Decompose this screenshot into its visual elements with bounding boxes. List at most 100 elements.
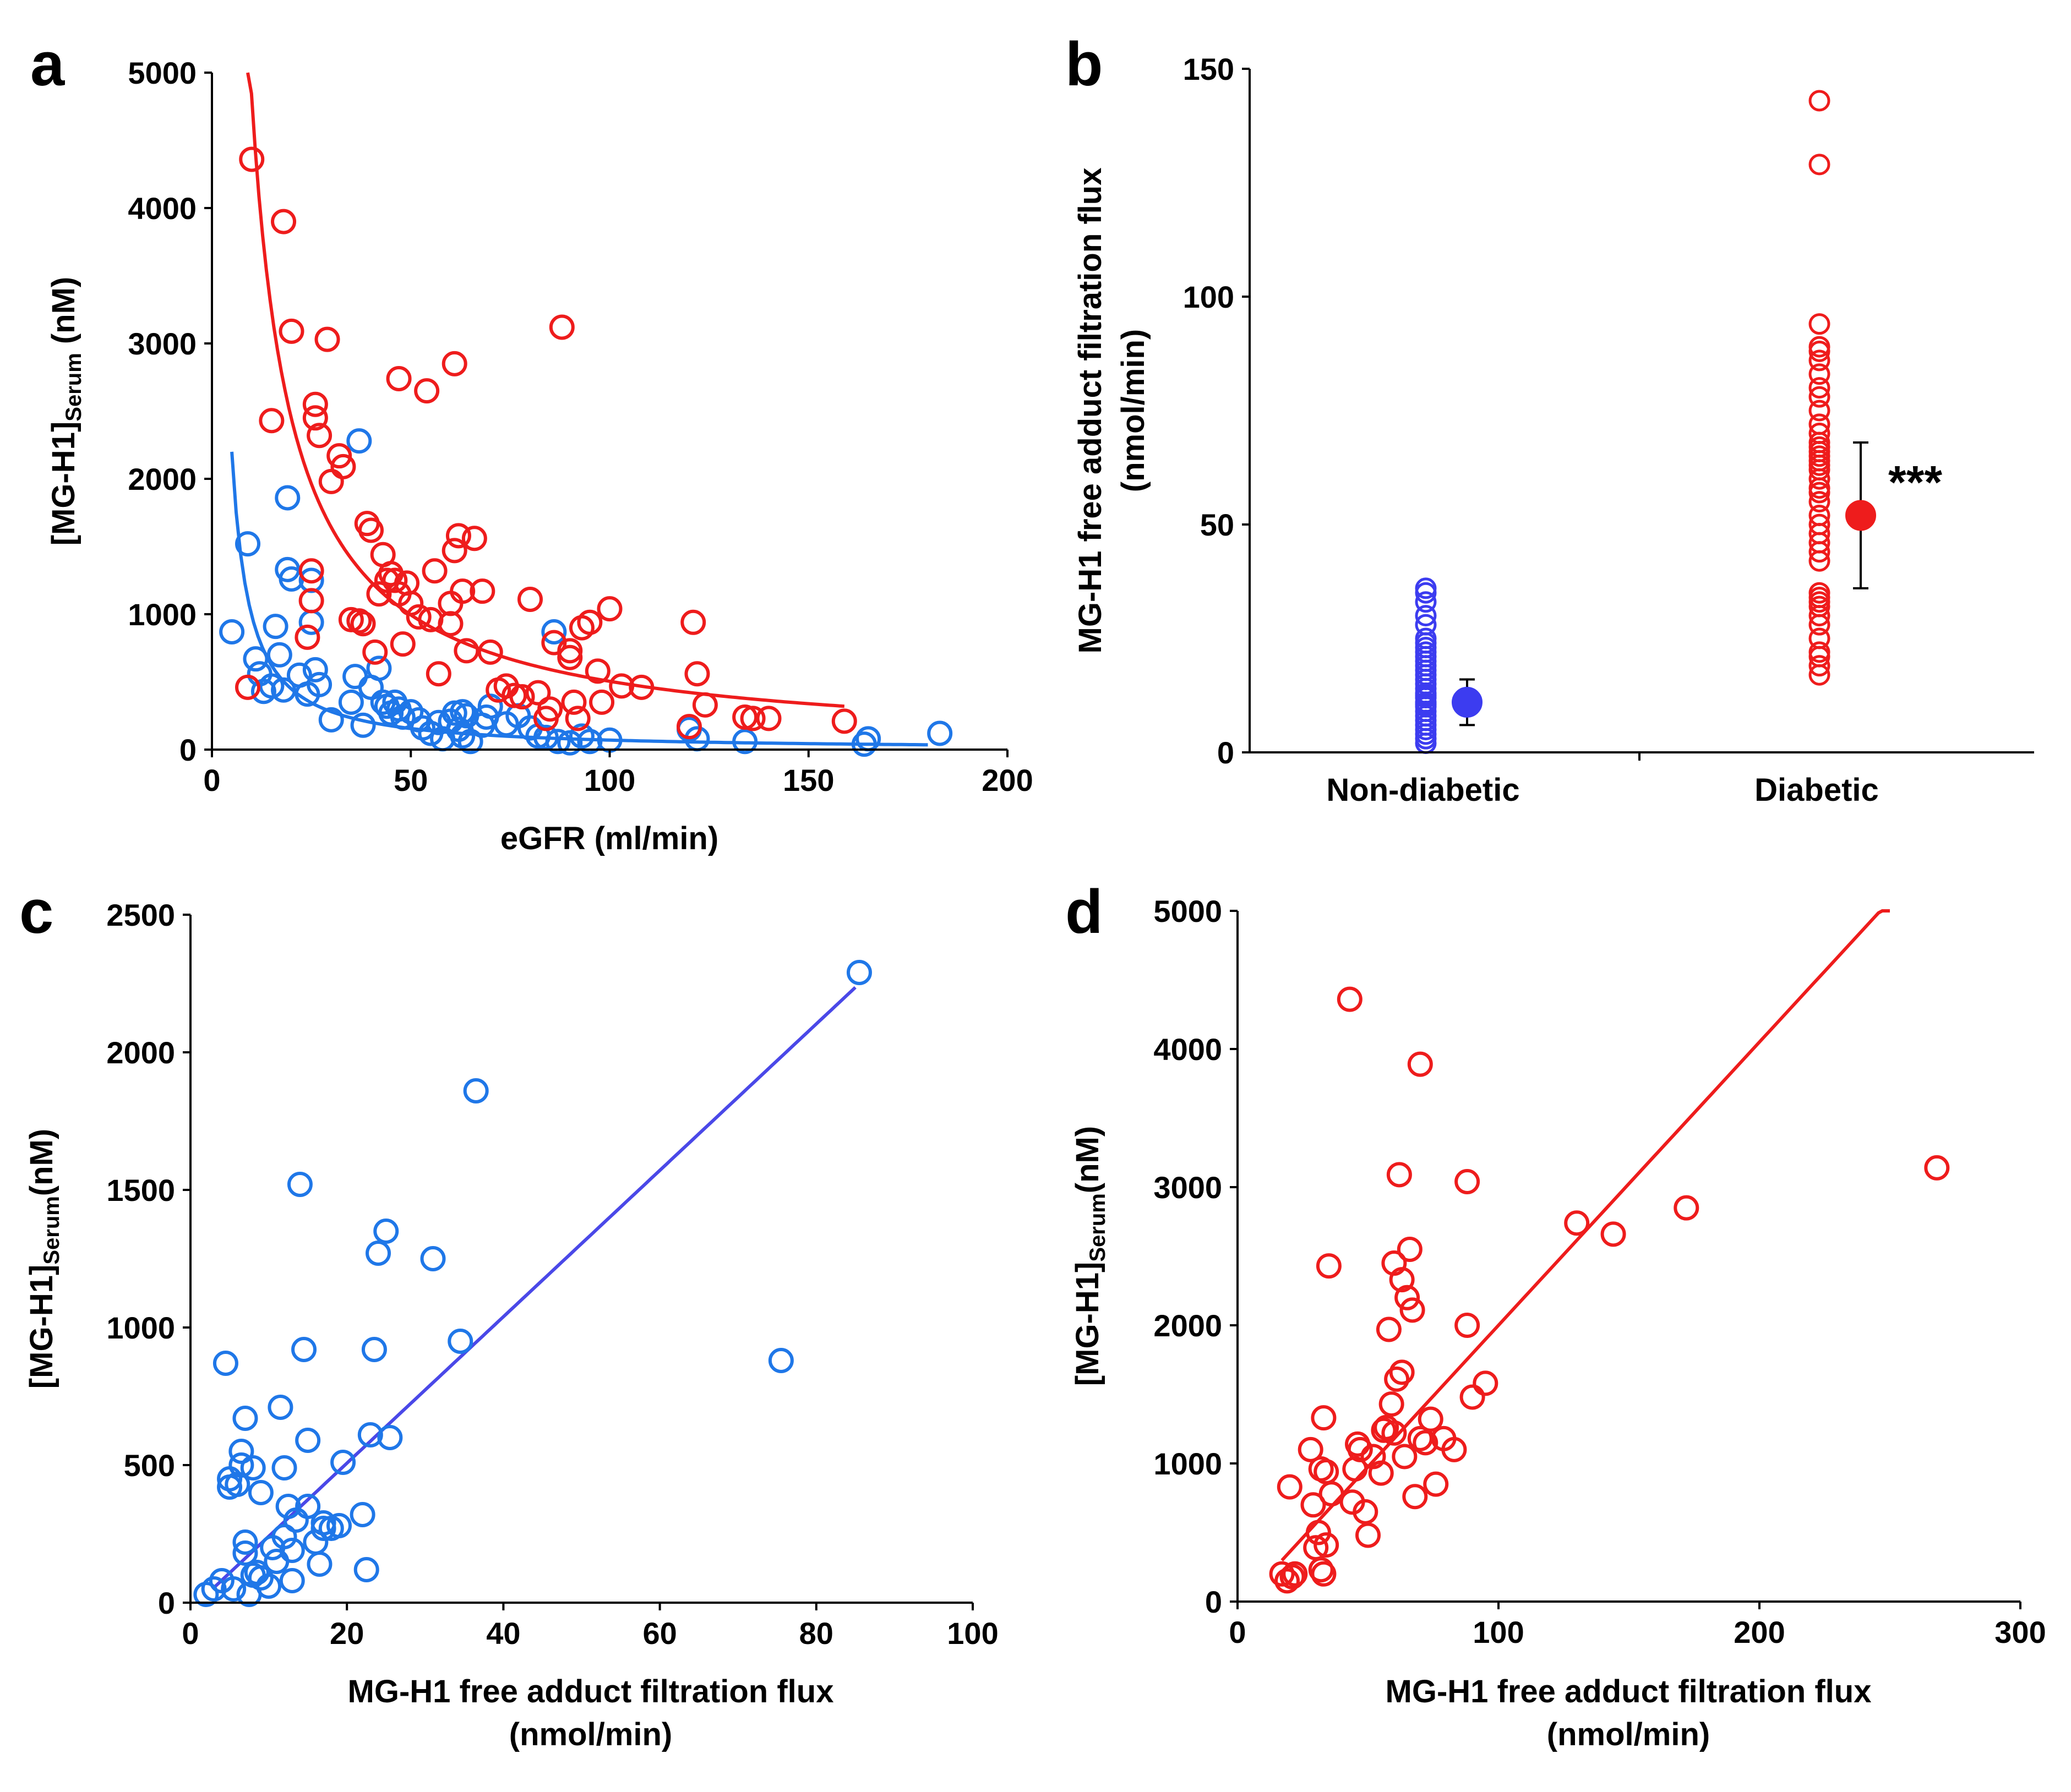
data-point-diabetic: [1808, 513, 1830, 536]
data-point-non-diabetic: [398, 699, 424, 725]
y-tick-label: 1000: [106, 1310, 175, 1345]
data-point-non-diabetic: [228, 1439, 254, 1464]
data-point-diabetic: [1355, 1522, 1381, 1548]
data-point-diabetic: [271, 209, 297, 234]
panel-c-ylabel-sub: Serum: [40, 1196, 64, 1265]
data-point-diabetic: [382, 567, 408, 593]
panel-b-significance: ***: [1888, 456, 1942, 508]
data-point-non-diabetic: [357, 1422, 383, 1447]
data-point-diabetic: [525, 680, 551, 706]
x-tick-label: 20: [330, 1616, 364, 1651]
data-point-diabetic: [629, 674, 655, 700]
data-point-non-diabetic: [298, 609, 324, 635]
data-point-diabetic: [1808, 504, 1830, 526]
panel-b-points: [1415, 90, 1876, 754]
data-point-diabetic: [1298, 1436, 1323, 1462]
data-point-diabetic: [509, 684, 535, 710]
data-point-non-diabetic: [318, 707, 344, 733]
y-tick-label: 3000: [128, 326, 197, 361]
data-point-diabetic: [1808, 90, 1830, 112]
data-point-diabetic: [1314, 1532, 1339, 1558]
data-point-diabetic: [1808, 154, 1830, 176]
panel-a-ylabel: [MG-H1]Serum (nM): [46, 277, 86, 546]
panel-label-a: a: [30, 30, 65, 99]
x-tick-label: 80: [799, 1616, 833, 1651]
data-point-diabetic: [1282, 1561, 1308, 1587]
data-point-non-diabetic: [268, 1395, 293, 1420]
data-point-diabetic: [1389, 1267, 1415, 1293]
data-point-non-diabetic: [361, 1337, 387, 1362]
data-point-diabetic: [386, 365, 412, 391]
x-tick-label: 200: [982, 763, 1033, 797]
x-tick-label: 50: [394, 763, 428, 797]
x-tick-label: 100: [1473, 1615, 1524, 1649]
data-point-diabetic: [1808, 313, 1830, 335]
y-tick-label: 100: [1183, 280, 1234, 314]
data-point-diabetic: [450, 578, 476, 604]
data-point-diabetic: [585, 658, 611, 684]
panel-d-y-ticks: 0 1000 2000 3000 4000 5000: [1153, 894, 1238, 1619]
data-point-diabetic: [756, 706, 782, 731]
panel-c-xlabel: MG-H1 free adduct filtration flux (nmol/m…: [348, 1674, 834, 1752]
data-point-diabetic: [557, 644, 583, 670]
y-tick-label: 1000: [1153, 1446, 1222, 1481]
data-point-diabetic: [1600, 1221, 1626, 1247]
data-point-diabetic: [461, 526, 487, 551]
data-point-non-diabetic: [350, 712, 376, 738]
data-point-diabetic: [1318, 1481, 1344, 1507]
data-point-non-diabetic: [279, 1568, 305, 1593]
data-point-non-diabetic: [1415, 605, 1437, 627]
y-tick-label: 2500: [106, 898, 175, 932]
panel-c: c 0 500 1000 1500 2000 2500 0 20 40 60 80 100 MG-H…: [19, 877, 999, 1752]
panel-d-xlabel: MG-H1 free adduct filtration flux (nmol/m…: [1386, 1674, 1872, 1752]
panel-d-xlabel-line1: MG-H1 free adduct filtration flux: [1386, 1674, 1872, 1709]
data-point-diabetic: [1459, 1384, 1485, 1410]
data-point-diabetic: [307, 423, 333, 449]
data-point-diabetic: [1808, 363, 1830, 385]
data-point-non-diabetic: [235, 531, 261, 557]
panel-a-xlabel: eGFR (ml/min): [500, 821, 718, 856]
data-point-diabetic: [358, 517, 384, 543]
data-point-diabetic: [1418, 1406, 1443, 1432]
data-point-non-diabetic: [545, 729, 571, 755]
data-point-non-diabetic: [420, 1246, 446, 1271]
data-point-diabetic: [1269, 1561, 1295, 1587]
data-point-diabetic: [692, 692, 718, 718]
data-point-non-diabetic: [533, 724, 559, 750]
data-point-non-diabetic: [927, 720, 953, 746]
data-point-diabetic: [326, 443, 352, 469]
data-point-diabetic: [1808, 349, 1830, 371]
panel-b-ylabel-line1: MG-H1 free adduct filtration flux: [1072, 168, 1108, 654]
panel-b-ylabel: MG-H1 free adduct filtration flux (nmol/m…: [1072, 168, 1151, 654]
panel-d-xlabel-line2: (nmol/min): [1547, 1717, 1710, 1752]
x-tick-label: 40: [486, 1616, 520, 1651]
data-point-non-diabetic: [259, 673, 285, 699]
data-point-diabetic: [454, 638, 479, 664]
data-point-non-diabetic: [271, 1455, 297, 1480]
data-point-non-diabetic: [768, 1348, 794, 1373]
data-point-diabetic: [1399, 1297, 1425, 1323]
data-point-diabetic: [1311, 1405, 1337, 1431]
data-point-diabetic: [422, 558, 448, 584]
x-tick-label: 200: [1734, 1615, 1785, 1649]
data-point-diabetic: [366, 581, 392, 607]
x-tick-label: 100: [947, 1616, 998, 1651]
data-point-diabetic: [1808, 627, 1830, 649]
data-point-diabetic: [609, 673, 635, 699]
data-point-diabetic: [740, 706, 766, 731]
data-point-diabetic: [1384, 1366, 1410, 1392]
y-tick-label: 150: [1183, 52, 1234, 86]
data-point-non-diabetic: [291, 1337, 317, 1362]
data-point-non-diabetic: [275, 485, 301, 511]
data-point-diabetic: [597, 596, 623, 622]
data-point-non-diabetic: [212, 1351, 238, 1376]
y-tick-label: 5000: [1153, 894, 1222, 928]
data-point-diabetic: [1394, 1285, 1420, 1310]
data-point-diabetic: [406, 604, 432, 630]
data-point-non-diabetic: [448, 1329, 473, 1354]
panel-c-ylabel: [MG-H1]Serum(nM): [24, 1129, 64, 1389]
data-point-non-diabetic: [287, 1172, 313, 1197]
data-point-diabetic: [1397, 1236, 1423, 1262]
data-point-diabetic: [1407, 1051, 1433, 1077]
y-tick-label: 0: [1217, 735, 1234, 770]
